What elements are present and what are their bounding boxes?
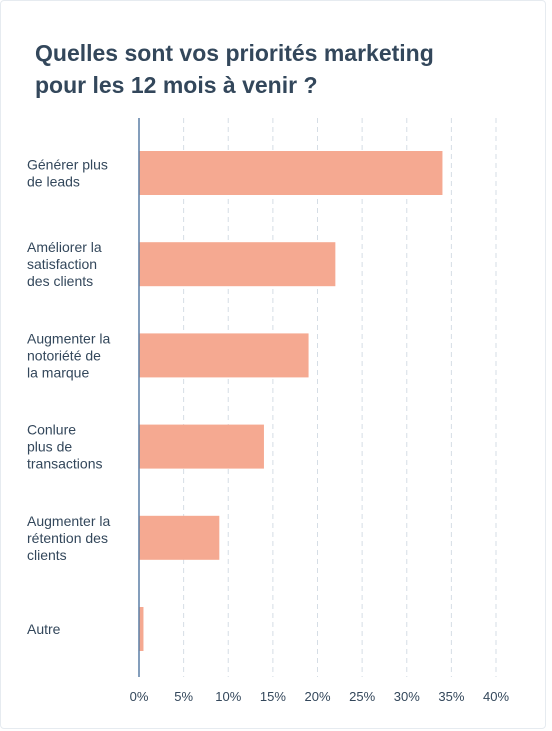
category-labels: Générer plus de leads Améliorer la satisfac…: [27, 157, 110, 638]
bar: [139, 424, 264, 469]
bar: [139, 333, 309, 378]
bar: [139, 515, 220, 560]
category-label: Autre: [27, 621, 61, 637]
chart-title-line-2: pour les 12 mois à venir ?: [35, 72, 318, 98]
category-label: Augmenter la rétention des clients: [27, 513, 110, 563]
grid-lines: [183, 118, 497, 677]
x-tick-labels: 0% 5% 10% 15% 20% 25% 30% 35% 40%: [130, 689, 510, 704]
bar: [139, 242, 336, 287]
chart-title-line-1: Quelles sont vos priorités marketing: [35, 40, 434, 66]
x-tick-label: 10%: [215, 689, 241, 704]
x-tick-label: 20%: [304, 689, 330, 704]
category-label: Augmenter la notoriété de la marque: [27, 330, 110, 380]
x-tick-label: 5%: [174, 689, 193, 704]
bar: [139, 607, 144, 651]
bars: [139, 151, 443, 651]
x-tick-label: 0%: [130, 689, 149, 704]
x-tick-label: 35%: [438, 689, 464, 704]
x-tick-label: 30%: [394, 689, 420, 704]
bar: [139, 151, 443, 195]
x-tick-label: 15%: [260, 689, 286, 704]
chart-title: Quelles sont vos priorités marketing pou…: [35, 37, 515, 101]
x-tick-label: 25%: [349, 689, 375, 704]
category-label: Générer plus de leads: [27, 157, 108, 190]
category-label: Améliorer la satisfaction des clients: [27, 239, 102, 289]
x-tick-label: 40%: [483, 689, 509, 704]
category-label: Conlure plus de transactions: [27, 422, 102, 472]
